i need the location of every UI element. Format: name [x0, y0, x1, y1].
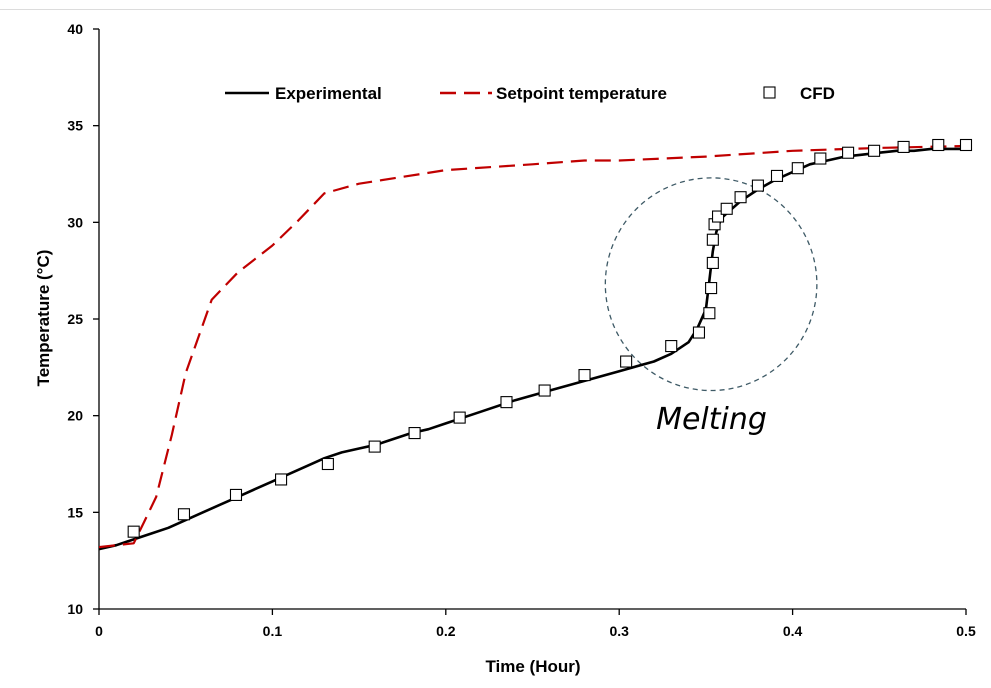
legend: Experimental Setpoint temperature CFD — [225, 84, 835, 103]
cfd-marker — [665, 340, 678, 353]
cfd-marker — [368, 440, 381, 453]
cfd-marker — [720, 202, 733, 215]
cfd-marker — [321, 457, 334, 471]
cfd-marker — [703, 307, 716, 320]
annotation-label: Melting — [656, 402, 767, 437]
x-tick-label: 0.5 — [956, 623, 976, 639]
cfd-marker — [229, 488, 243, 501]
cfd-marker — [770, 169, 784, 182]
x-tick-label: 0.4 — [783, 623, 803, 639]
axes: 10 15 20 25 30 35 40 0 0.1 0.2 0.3 0.4 0.5 — [67, 21, 976, 639]
x-tick-label: 0.2 — [436, 623, 456, 639]
y-tick-label: 25 — [67, 311, 83, 327]
x-tick-label: 0.1 — [263, 623, 283, 639]
annotation-circle — [604, 177, 818, 392]
cfd-marker — [705, 282, 718, 295]
cfd-marker — [814, 152, 827, 165]
cfd-marker — [706, 233, 719, 246]
cfd-marker — [408, 427, 421, 440]
annotation: Melting — [604, 177, 818, 437]
legend-cfd-swatch — [763, 86, 776, 99]
series-layer — [99, 144, 967, 551]
x-axis-title: Time (Hour) — [485, 657, 580, 676]
cfd-marker — [791, 162, 804, 175]
cfd-marker — [578, 369, 591, 382]
cfd-marker — [538, 384, 551, 397]
y-tick-label: 30 — [67, 214, 83, 230]
cfd-marker — [706, 256, 719, 269]
experimental-line — [99, 147, 966, 551]
cfd-marker — [751, 179, 764, 192]
legend-experimental-label: Experimental — [275, 84, 382, 103]
cfd-marker — [897, 140, 910, 153]
y-axis-title: Temperature (°C) — [34, 250, 53, 387]
cfd-marker — [692, 326, 706, 339]
setpoint-line — [99, 144, 967, 549]
cfd-marker — [620, 355, 633, 368]
top-divider — [0, 9, 991, 10]
cfd-marker — [275, 473, 288, 486]
cfd-marker — [453, 411, 466, 424]
cfd-marker — [932, 138, 945, 152]
cfd-marker — [711, 210, 725, 223]
cfd-marker — [868, 144, 881, 157]
y-tick-label: 35 — [67, 118, 83, 134]
x-tick-label: 0 — [95, 623, 103, 639]
y-tick-label: 20 — [67, 408, 83, 424]
legend-cfd-label: CFD — [800, 84, 835, 103]
legend-setpoint-label: Setpoint temperature — [496, 84, 667, 103]
x-tick-label: 0.3 — [609, 623, 629, 639]
y-tick-label: 10 — [67, 601, 83, 617]
markers-layer — [127, 138, 973, 538]
cfd-marker — [500, 396, 513, 409]
cfd-marker — [842, 146, 855, 159]
y-tick-label: 15 — [67, 504, 83, 520]
cfd-marker — [177, 508, 191, 521]
cfd-marker — [127, 525, 140, 538]
y-tick-label: 40 — [67, 21, 83, 37]
cfd-marker — [734, 191, 747, 204]
cfd-marker — [959, 138, 973, 152]
